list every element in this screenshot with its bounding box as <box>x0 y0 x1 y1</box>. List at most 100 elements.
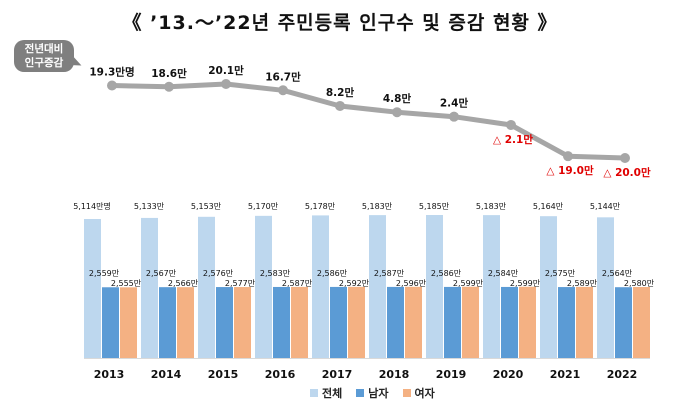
change-point-2017 <box>335 100 345 111</box>
bar-total-2019 <box>426 215 443 358</box>
change-point-2020 <box>506 119 516 130</box>
legend: 전체 남자 여자 <box>310 385 435 401</box>
bar-female-2015 <box>234 287 251 358</box>
bar-male-2015 <box>216 287 233 358</box>
bar-label-female-2022: 2,580만 <box>624 279 655 288</box>
change-label-2016: 16.7만 <box>265 70 301 83</box>
bar-male-2020 <box>501 286 518 358</box>
bar-label-total-2018: 5,183만 <box>362 202 393 211</box>
legend-item-total: 전체 <box>310 385 342 401</box>
change-point-2022 <box>620 153 630 163</box>
legend-label-male: 남자 <box>368 387 389 400</box>
bar-total-2013 <box>84 219 101 358</box>
x-tick-2018: 2018 <box>379 368 410 381</box>
bar-label-male-2020: 2,584만 <box>488 269 519 278</box>
x-tick-2014: 2014 <box>151 368 182 381</box>
bar-label-female-2019: 2,599만 <box>453 279 484 288</box>
bar-female-2020 <box>519 286 536 358</box>
bar-label-male-2013: 2,559만 <box>89 269 120 278</box>
bar-male-2021 <box>558 287 575 358</box>
bar-label-male-2021: 2,575만 <box>545 269 576 278</box>
bar-male-2018 <box>387 286 404 358</box>
bar-label-female-2017: 2,592만 <box>339 279 370 288</box>
bar-label-female-2015: 2,577만 <box>225 279 256 288</box>
bar-male-2014 <box>159 287 176 358</box>
change-label-2014: 18.6만 <box>151 67 187 80</box>
bar-female-2013 <box>120 287 137 358</box>
legend-item-male: 남자 <box>356 385 389 401</box>
bar-label-male-2018: 2,587만 <box>374 269 405 278</box>
change-point-2015 <box>221 79 231 89</box>
legend-item-female: 여자 <box>402 385 435 401</box>
change-point-2021 <box>563 151 573 162</box>
bar-label-female-2018: 2,596만 <box>396 279 427 288</box>
bubble-line-2: 인구증감 <box>24 57 64 69</box>
change-label-2020: △ 2.1만 <box>493 133 533 146</box>
bar-male-2022 <box>615 287 632 358</box>
x-tick-2016: 2016 <box>265 368 296 381</box>
bar-label-total-2015: 5,153만 <box>191 202 222 211</box>
bar-label-total-2014: 5,133만 <box>134 202 165 211</box>
bar-label-male-2022: 2,564만 <box>602 269 633 278</box>
x-tick-2017: 2017 <box>322 368 353 381</box>
bar-female-2018 <box>405 286 422 358</box>
bar-female-2022 <box>633 287 650 358</box>
change-label-2017: 8.2만 <box>326 86 355 99</box>
bar-total-2017 <box>312 215 329 358</box>
x-tick-2022: 2022 <box>607 368 638 381</box>
bar-total-2014 <box>141 217 158 358</box>
bar-total-2021 <box>540 216 557 358</box>
bar-female-2016 <box>291 286 308 358</box>
change-line <box>109 81 628 161</box>
bar-female-2019 <box>462 286 479 358</box>
bar-label-total-2017: 5,178만 <box>305 202 336 211</box>
legend-swatch-female <box>402 389 411 397</box>
change-point-2019 <box>449 111 459 122</box>
bar-total-2020 <box>483 215 500 358</box>
legend-label-female: 여자 <box>414 387 435 400</box>
x-tick-2020: 2020 <box>493 368 524 381</box>
bar-label-female-2014: 2,566만 <box>168 279 199 288</box>
bar-label-total-2013: 5,114만명 <box>73 201 111 211</box>
x-tick-2015: 2015 <box>208 368 239 381</box>
bar-total-2018 <box>369 215 386 358</box>
change-point-2013 <box>107 80 117 91</box>
change-point-2016 <box>278 85 288 96</box>
bar-label-total-2022: 5,144만 <box>590 202 621 211</box>
x-tick-2021: 2021 <box>550 368 581 381</box>
change-label-2022: △ 20.0만 <box>603 166 651 179</box>
bar-female-2021 <box>576 286 593 358</box>
bar-male-2017 <box>330 286 347 358</box>
bar-total-2015 <box>198 216 215 358</box>
bar-label-male-2019: 2,586만 <box>431 269 462 278</box>
bar-label-female-2020: 2,599만 <box>510 279 541 288</box>
bar-label-total-2021: 5,164만 <box>533 202 564 211</box>
change-label-2021: △ 19.0만 <box>546 164 594 177</box>
bar-label-female-2021: 2,589만 <box>567 279 598 288</box>
bubble-line-1: 전년대비 <box>24 43 64 55</box>
bar-label-male-2016: 2,583만 <box>260 269 291 278</box>
legend-label-total: 전체 <box>322 387 343 400</box>
change-label-2018: 4.8만 <box>383 92 412 105</box>
legend-swatch-male <box>356 389 365 397</box>
bar-label-female-2016: 2,587만 <box>282 279 313 288</box>
bar-female-2014 <box>177 287 194 358</box>
bar-male-2016 <box>273 286 290 358</box>
bar-female-2017 <box>348 286 365 358</box>
change-point-2014 <box>164 81 174 92</box>
bar-label-male-2014: 2,567만 <box>146 269 177 278</box>
change-point-2018 <box>392 107 402 118</box>
bar-label-male-2015: 2,576만 <box>203 269 234 278</box>
legend-swatch-total <box>310 389 318 397</box>
bar-total-2022 <box>597 217 614 358</box>
change-label-2019: 2.4만 <box>440 97 469 110</box>
change-label-2015: 20.1만 <box>208 64 244 77</box>
chart-title: 《 ’13.～’22년 주민등록 인구수 및 증감 현황 》 <box>122 12 558 34</box>
bar-label-total-2016: 5,170만 <box>248 202 279 211</box>
change-label-bubble: 전년대비 인구증감 <box>14 40 74 72</box>
x-tick-2013: 2013 <box>94 368 125 381</box>
bar-label-total-2019: 5,185만 <box>419 202 450 211</box>
bar-total-2016 <box>255 215 272 358</box>
change-label-2013: 19.3만명 <box>89 65 134 78</box>
